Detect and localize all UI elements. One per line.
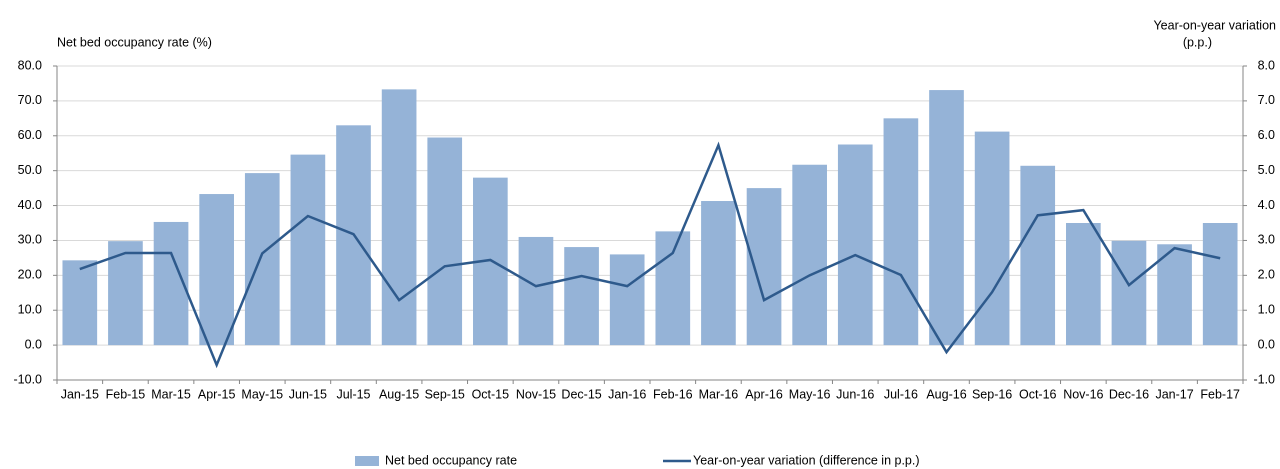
legend-swatch [355,456,379,466]
x-tick-label: Nov-15 [516,387,556,401]
bar [518,236,554,346]
bar [837,144,873,346]
bar [929,90,964,346]
x-tick-label: Jun-16 [836,387,874,401]
x-tick-label: Feb-15 [106,387,146,401]
legend-label: Net bed occupancy rate [385,453,517,467]
bar [792,164,827,346]
y-tick-label: 30.0 [18,233,42,247]
x-tick-label: Aug-16 [926,387,966,401]
x-tick-label: Oct-15 [472,387,510,401]
bar [609,254,645,346]
y-axis-title: Net bed occupancy rate (%) [57,35,212,49]
x-tick-label: Jul-15 [336,387,370,401]
x-tick-label: Jan-17 [1155,387,1193,401]
y2-tick-label: 7.0 [1258,93,1275,107]
y-tick-label: 60.0 [18,128,42,142]
bar [290,154,326,346]
x-tick-label: Sep-15 [425,387,465,401]
y2-tick-label: 8.0 [1258,58,1275,72]
x-tick-label: Jan-15 [61,387,99,401]
bar [655,231,691,346]
bar [1157,244,1192,346]
x-tick-label: Oct-16 [1019,387,1057,401]
x-tick-label: May-15 [241,387,283,401]
x-tick-label: Apr-15 [198,387,236,401]
x-tick-label: Jun-15 [289,387,327,401]
x-tick-label: Dec-16 [1109,387,1149,401]
bar [564,247,599,346]
line [79,141,1221,369]
y2-tick-label: 6.0 [1258,128,1275,142]
y-tick-label: 10.0 [18,303,42,317]
y2-tick-label: 5.0 [1258,163,1275,177]
y2-tick-label: 2.0 [1258,268,1275,282]
bar [1020,165,1056,346]
bar [1202,223,1238,346]
y2-tick-label: 1.0 [1258,303,1275,317]
bar [701,201,736,346]
bar [974,131,1010,346]
y-tick-label: 0.0 [25,337,42,351]
x-tick-label: Aug-15 [379,387,419,401]
bar [1066,223,1101,346]
y2-tick-label: 3.0 [1258,233,1275,247]
bar [381,89,417,346]
x-tick-label: Mar-15 [151,387,191,401]
y-tick-label: -10.0 [14,372,43,386]
y2-tick-label: -1.0 [1253,372,1275,386]
y2-axis-title: (p.p.) [1183,35,1212,49]
y2-axis-title: Year-on-year variation [1153,18,1276,32]
bar [883,118,919,346]
bar [62,260,98,346]
y2-tick-label: 4.0 [1258,198,1275,212]
x-tick-label: Mar-16 [699,387,739,401]
x-tick-label: Jan-16 [608,387,646,401]
x-tick-label: Nov-16 [1063,387,1103,401]
bar [427,137,463,346]
x-tick-label: Feb-17 [1200,387,1240,401]
y-tick-label: 40.0 [18,198,42,212]
bar [199,194,234,346]
y-tick-label: 20.0 [18,268,42,282]
x-tick-label: Jul-16 [884,387,918,401]
x-tick-label: May-16 [789,387,831,401]
y-tick-label: 80.0 [18,58,42,72]
y2-tick-label: 0.0 [1258,337,1275,351]
bar [244,173,280,346]
y-tick-label: 50.0 [18,163,42,177]
x-tick-label: Sep-16 [972,387,1012,401]
bar [1111,240,1147,346]
bar [746,188,782,346]
x-tick-label: Apr-16 [745,387,783,401]
legend-label: Year-on-year variation (difference in p.… [693,453,920,467]
x-tick-label: Feb-16 [653,387,693,401]
y-tick-label: 70.0 [18,93,42,107]
x-tick-label: Dec-15 [561,387,601,401]
bar [108,241,143,346]
